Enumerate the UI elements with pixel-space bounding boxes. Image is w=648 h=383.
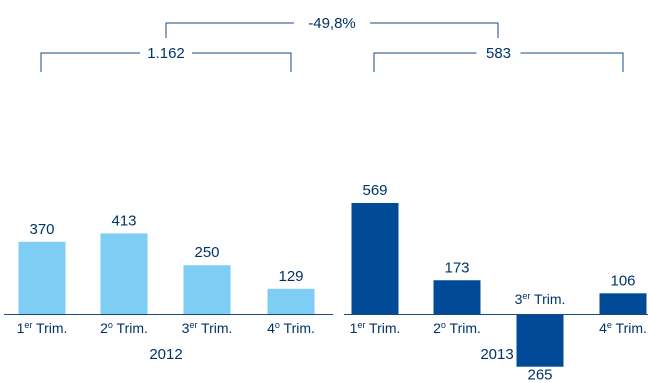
bar [599,293,647,314]
category-label: 4e Trim. [599,320,647,336]
value-label: 250 [194,244,219,261]
total-bracket-2013-left [373,52,477,72]
category-label: 1er Trim. [350,320,401,336]
year-label-2013: 2013 [480,346,513,363]
value-label: 173 [444,259,469,276]
total-bracket-2012-right [192,52,292,72]
bar [516,315,564,367]
total-bracket-2013-right [520,52,624,72]
bar [351,203,399,314]
bar [18,241,66,314]
bar [267,288,315,314]
value-label: 370 [29,221,54,238]
change-bracket-right [370,22,499,38]
total-bracket-2012-left [40,52,140,72]
total-bracket-2012-label: 1.162 [147,45,185,62]
total-bracket-2013-label: 583 [486,45,511,62]
value-label: 106 [610,272,635,289]
change-bracket-label: -49,8% [308,15,356,32]
category-label: 4o Trim. [267,320,315,336]
value-label: 129 [278,268,303,285]
value-label: 569 [362,182,387,199]
bar [183,265,231,314]
year-label-2012: 2012 [149,346,182,363]
category-label: 3er Trim. [515,291,566,307]
change-bracket-left [165,22,294,38]
value-label: 413 [111,212,136,229]
bar [100,233,148,314]
bar [433,280,481,314]
category-label: 2o Trim. [433,320,481,336]
category-label: 1er Trim. [17,320,68,336]
category-label: 3er Trim. [182,320,233,336]
category-label: 2o Trim. [100,320,148,336]
value-label: 265 [527,367,552,383]
